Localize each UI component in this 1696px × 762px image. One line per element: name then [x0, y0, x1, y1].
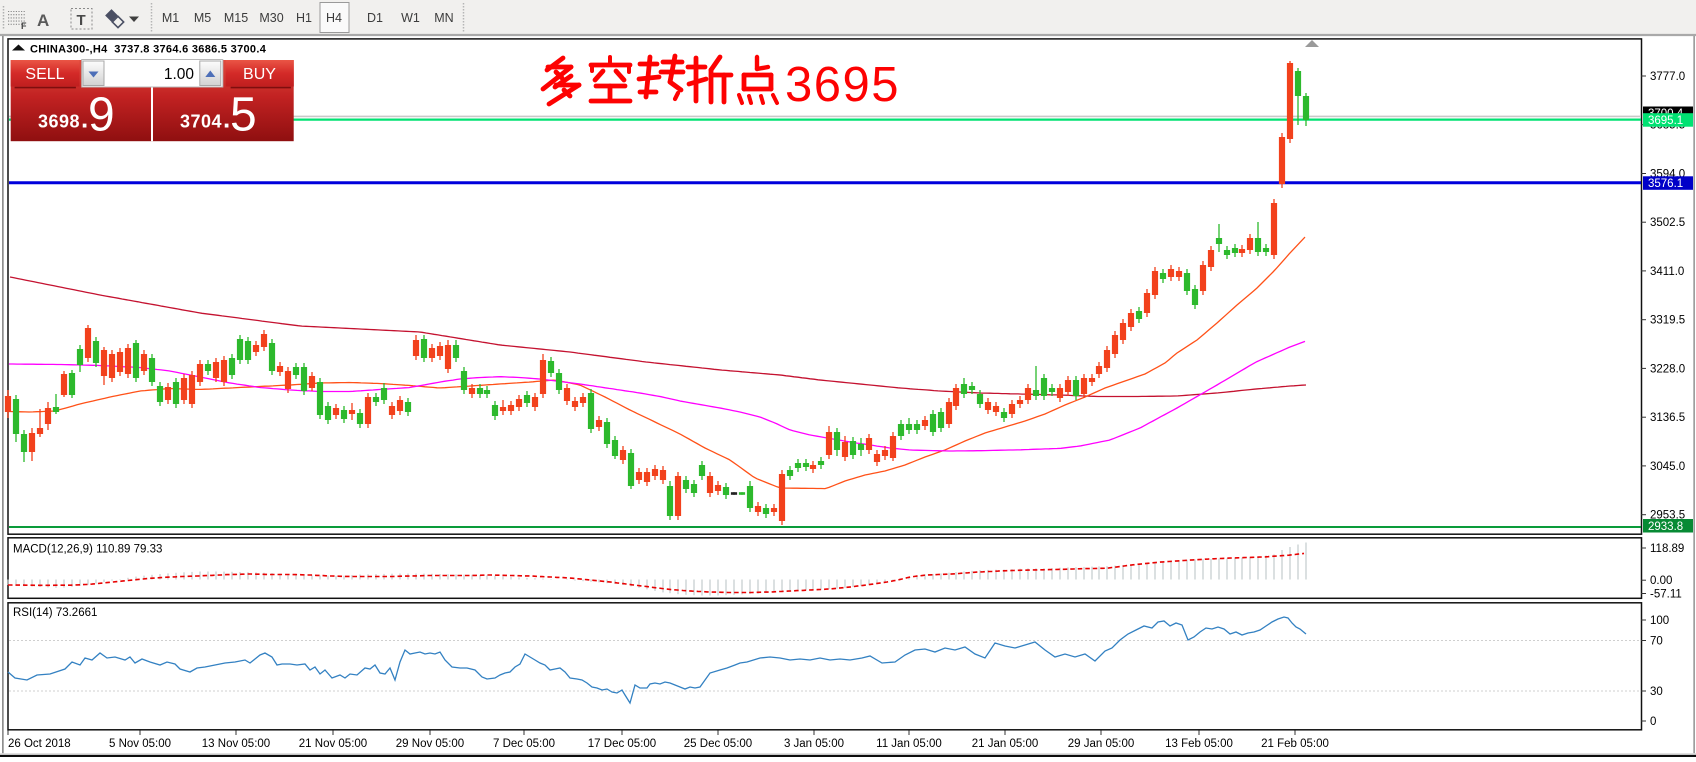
svg-text:.: . [81, 104, 88, 134]
svg-text:3 Jan 05:00: 3 Jan 05:00 [784, 738, 844, 750]
svg-text:25 Dec 05:00: 25 Dec 05:00 [684, 738, 752, 750]
svg-text:3319.5: 3319.5 [1650, 315, 1685, 327]
svg-text:3411.0: 3411.0 [1650, 266, 1684, 278]
svg-text:5: 5 [230, 89, 257, 142]
svg-text:5 Nov 05:00: 5 Nov 05:00 [109, 738, 171, 750]
svg-text:13 Nov 05:00: 13 Nov 05:00 [202, 738, 270, 750]
svg-text:-57.11: -57.11 [1650, 589, 1682, 601]
svg-text:21 Nov 05:00: 21 Nov 05:00 [299, 738, 367, 750]
svg-text:26 Oct 2018: 26 Oct 2018 [8, 738, 71, 750]
svg-text:0: 0 [1650, 716, 1656, 728]
svg-text:9: 9 [88, 89, 115, 142]
svg-text:30: 30 [1650, 686, 1663, 698]
svg-text:3228.0: 3228.0 [1650, 363, 1685, 375]
svg-text:BUY: BUY [243, 66, 276, 83]
svg-text:17 Dec 05:00: 17 Dec 05:00 [588, 738, 656, 750]
svg-text:3777.0: 3777.0 [1650, 71, 1685, 83]
svg-text:MACD(12,26,9) 110.89 79.33: MACD(12,26,9) 110.89 79.33 [13, 544, 162, 556]
svg-text:M15: M15 [224, 11, 248, 25]
svg-text:M30: M30 [259, 11, 283, 25]
svg-text:2933.8: 2933.8 [1648, 521, 1683, 533]
svg-text:21 Jan 05:00: 21 Jan 05:00 [972, 738, 1039, 750]
svg-text:RSI(14) 73.2661: RSI(14) 73.2661 [13, 607, 97, 619]
svg-text:SELL: SELL [25, 66, 64, 83]
svg-text:MN: MN [434, 11, 453, 25]
svg-text:3698: 3698 [38, 112, 80, 132]
svg-text:21 Feb 05:00: 21 Feb 05:00 [1261, 738, 1329, 750]
svg-text:13 Feb 05:00: 13 Feb 05:00 [1165, 738, 1233, 750]
svg-text:2953.5: 2953.5 [1650, 510, 1685, 522]
svg-text:W1: W1 [401, 11, 420, 25]
svg-text:3502.5: 3502.5 [1650, 217, 1685, 229]
svg-text:3136.5: 3136.5 [1650, 412, 1685, 424]
svg-text:D1: D1 [367, 11, 383, 25]
svg-text:A: A [37, 11, 49, 30]
svg-text:F: F [21, 21, 27, 31]
svg-text:29 Nov 05:00: 29 Nov 05:00 [396, 738, 464, 750]
svg-text:T: T [77, 12, 86, 29]
svg-text:H1: H1 [296, 11, 312, 25]
svg-text:7 Dec 05:00: 7 Dec 05:00 [493, 738, 555, 750]
svg-text:3695.1: 3695.1 [1648, 115, 1683, 127]
svg-text:H4: H4 [326, 11, 342, 25]
svg-text:118.89: 118.89 [1650, 543, 1684, 555]
svg-text:M1: M1 [162, 11, 179, 25]
svg-text:29 Jan 05:00: 29 Jan 05:00 [1068, 738, 1135, 750]
svg-text:M5: M5 [194, 11, 211, 25]
svg-text:CHINA300-,H4 3737.8 3764.6 36: CHINA300-,H4 3737.8 3764.6 3686.5 3700.4 [30, 44, 267, 56]
svg-text:.: . [223, 104, 230, 134]
svg-text:3576.1: 3576.1 [1648, 178, 1683, 190]
svg-text:3704: 3704 [180, 112, 222, 132]
svg-text:1.00: 1.00 [164, 66, 195, 83]
svg-text:100: 100 [1650, 615, 1669, 627]
svg-text:3695: 3695 [785, 58, 900, 112]
svg-text:70: 70 [1650, 636, 1663, 648]
svg-text:11 Jan 05:00: 11 Jan 05:00 [876, 738, 942, 750]
svg-text:0.00: 0.00 [1650, 575, 1672, 587]
svg-text:3045.0: 3045.0 [1650, 461, 1685, 473]
